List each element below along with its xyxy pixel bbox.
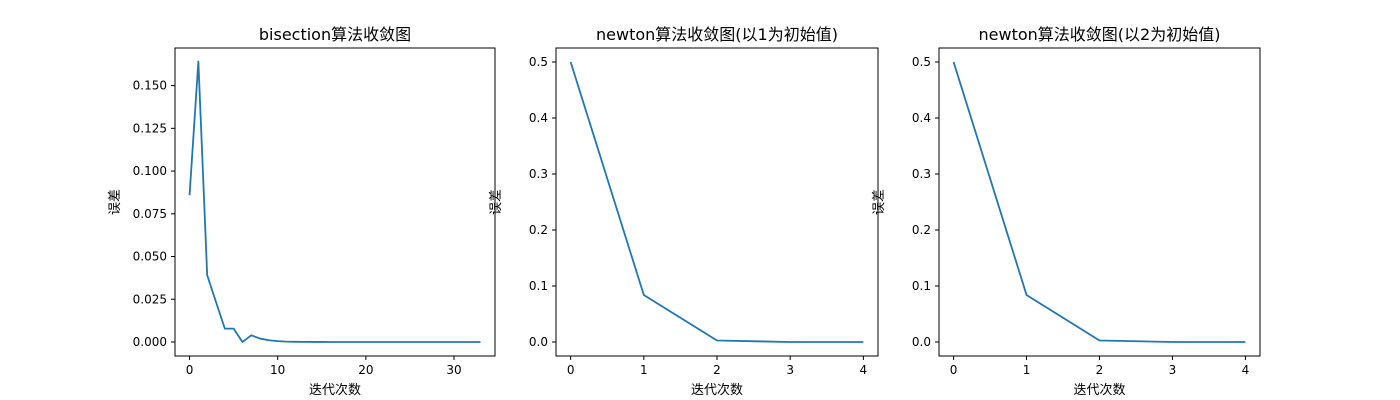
x-tick-label: 30 — [446, 363, 461, 377]
x-tick-label: 4 — [860, 363, 868, 377]
y-tick-label: 0.0 — [529, 335, 548, 349]
y-tick-label: 0.100 — [133, 164, 167, 178]
y-tick-label: 0.150 — [133, 79, 167, 93]
y-tick-label: 0.3 — [912, 167, 931, 181]
plot-area — [174, 47, 496, 357]
y-tick-label: 0.125 — [133, 121, 167, 135]
y-tick-label: 0.2 — [912, 223, 931, 237]
chart-title: newton算法收敛图(以2为初始值) — [979, 25, 1221, 44]
y-tick-label: 0.000 — [133, 335, 167, 349]
x-tick-label: 0 — [186, 363, 194, 377]
y-tick-label: 0.050 — [133, 250, 167, 264]
chart-title: newton算法收敛图(以1为初始值) — [596, 25, 838, 44]
plot-area — [555, 47, 879, 357]
y-tick-label: 0.075 — [133, 207, 167, 221]
y-axis-label: 误差 — [489, 189, 504, 215]
x-tick-label: 2 — [1096, 363, 1104, 377]
x-axis-label: 迭代次数 — [309, 382, 361, 398]
plot-area — [938, 47, 1261, 357]
y-axis-label: 误差 — [108, 189, 123, 215]
x-tick-label: 1 — [1023, 363, 1031, 377]
x-tick-label: 0 — [950, 363, 958, 377]
chart-panel-2: 0 1 2 3 4 0.0 0.1 0.2 0.3 0.4 0.5 newton算法收敛图(以1为初始… — [489, 25, 879, 398]
x-tick-label: 3 — [786, 363, 794, 377]
y-tick-label: 0.5 — [912, 55, 931, 69]
chart-panel-3: 0 1 2 3 4 0.0 0.1 0.2 0.3 0.4 0.5 newton算法收敛图(以2为初始… — [872, 25, 1261, 398]
x-tick-label: 20 — [358, 363, 373, 377]
x-axis-label: 迭代次数 — [691, 382, 743, 398]
chart-title: bisection算法收敛图 — [259, 25, 411, 44]
y-tick-label: 0.4 — [912, 111, 931, 125]
y-tick-label: 0.3 — [529, 167, 548, 181]
x-tick-label: 1 — [640, 363, 648, 377]
series-line — [569, 61, 864, 343]
y-tick-label: 0.4 — [529, 111, 548, 125]
x-tick-label: 0 — [567, 363, 575, 377]
y-tick-label: 0.0 — [912, 335, 931, 349]
y-tick-label: 0.5 — [529, 55, 548, 69]
series-line — [952, 61, 1246, 343]
chart-panel-1: 0 10 20 30 0.000 0.025 0.050 0.075 0.100 0.125 0.1… — [108, 25, 496, 398]
y-axis-label: 误差 — [872, 189, 887, 215]
series-line — [188, 60, 481, 343]
x-tick-label: 10 — [270, 363, 285, 377]
y-tick-label: 0.2 — [529, 223, 548, 237]
x-tick-label: 2 — [713, 363, 721, 377]
x-tick-label: 3 — [1169, 363, 1177, 377]
y-tick-label: 0.025 — [133, 292, 167, 306]
x-axis-label: 迭代次数 — [1073, 382, 1125, 398]
y-tick-label: 0.1 — [912, 279, 931, 293]
x-tick-label: 4 — [1242, 363, 1250, 377]
y-tick-label: 0.1 — [529, 279, 548, 293]
